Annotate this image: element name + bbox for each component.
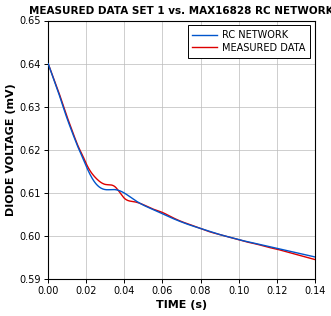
X-axis label: TIME (s): TIME (s) [156, 301, 207, 310]
RC NETWORK [46, 62, 50, 65]
RC NETWORK [167, 215, 171, 219]
MEASURED DATA [167, 214, 171, 217]
MEASURED DATA [203, 228, 207, 232]
MEASURED DATA [224, 234, 228, 238]
Y-axis label: DIODE VOLTAGE (mV): DIODE VOLTAGE (mV) [6, 83, 16, 216]
MEASURED DATA [93, 176, 97, 179]
Line: RC NETWORK: RC NETWORK [48, 64, 315, 257]
MEASURED DATA [46, 62, 50, 65]
Line: MEASURED DATA: MEASURED DATA [48, 64, 315, 259]
RC NETWORK [247, 240, 251, 244]
RC NETWORK [115, 188, 119, 192]
Title: MEASURED DATA SET 1 vs. MAX16828 RC NETWORK: MEASURED DATA SET 1 vs. MAX16828 RC NETW… [29, 6, 331, 15]
MEASURED DATA [115, 186, 119, 190]
MEASURED DATA [247, 240, 251, 244]
RC NETWORK [224, 234, 228, 238]
Legend: RC NETWORK, MEASURED DATA: RC NETWORK, MEASURED DATA [188, 25, 310, 58]
RC NETWORK [93, 181, 97, 185]
RC NETWORK [203, 228, 207, 232]
RC NETWORK [313, 255, 317, 259]
MEASURED DATA [313, 258, 317, 261]
